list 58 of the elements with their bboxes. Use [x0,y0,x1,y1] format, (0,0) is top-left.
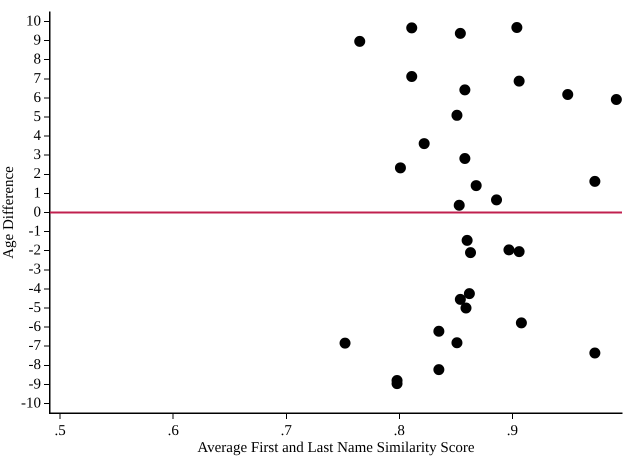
y-tick-label: -3 [28,262,41,278]
x-tick-label: .8 [394,422,405,439]
y-tick-label: 2 [33,166,41,182]
point [454,28,466,39]
point [454,294,466,305]
y-tick-label: -1 [28,224,41,240]
y-tick-label: 10 [26,13,41,30]
point [459,84,470,96]
point [511,22,522,33]
x-tick-label: .6 [168,422,180,439]
point [491,194,502,206]
y-tick-label: 5 [33,108,41,125]
point [433,326,444,337]
point [433,364,444,376]
y-tick-label: -10 [20,395,41,412]
point [470,180,482,192]
point [460,302,472,314]
y-axis-title: Age Difference [0,166,17,259]
point [503,244,514,256]
point [406,22,418,34]
point [340,338,351,349]
y-tick-label: 7 [33,70,42,87]
point [354,36,366,47]
x-tick-label: .7 [280,422,292,439]
x-tick-label: .9 [506,422,518,439]
y-tick-label: -6 [28,319,42,336]
point [514,246,525,258]
point [394,162,406,174]
point [418,138,430,150]
y-tick-label: -8 [28,357,41,374]
point [610,94,622,105]
y-tick-label: -5 [28,300,41,316]
point [514,76,525,87]
y-tick-label: -2 [28,242,41,259]
y-tick-label: 0 [33,204,41,220]
x-axis-title: Average First and Last Name Similarity Score [197,440,475,456]
y-tick-label: 9 [33,32,41,49]
y-tick-label: -9 [28,376,41,392]
point [464,288,475,300]
y-tick-label: 1 [33,185,41,202]
point [516,317,527,328]
y-tick-label: 8 [33,52,41,68]
point [465,247,476,258]
y-tick-label: 4 [33,128,42,144]
x-tick-label: .5 [54,422,66,439]
point [451,110,462,121]
point [454,200,465,211]
point [459,152,470,164]
y-tick-label: 6 [33,90,42,106]
y-tick-label: -4 [28,280,42,297]
point [406,71,418,82]
point [451,337,462,348]
point [589,176,600,187]
point [562,88,574,100]
point [589,348,600,359]
point [462,234,473,246]
y-tick-label: -7 [28,338,42,354]
y-tick-label: 3 [33,147,41,164]
